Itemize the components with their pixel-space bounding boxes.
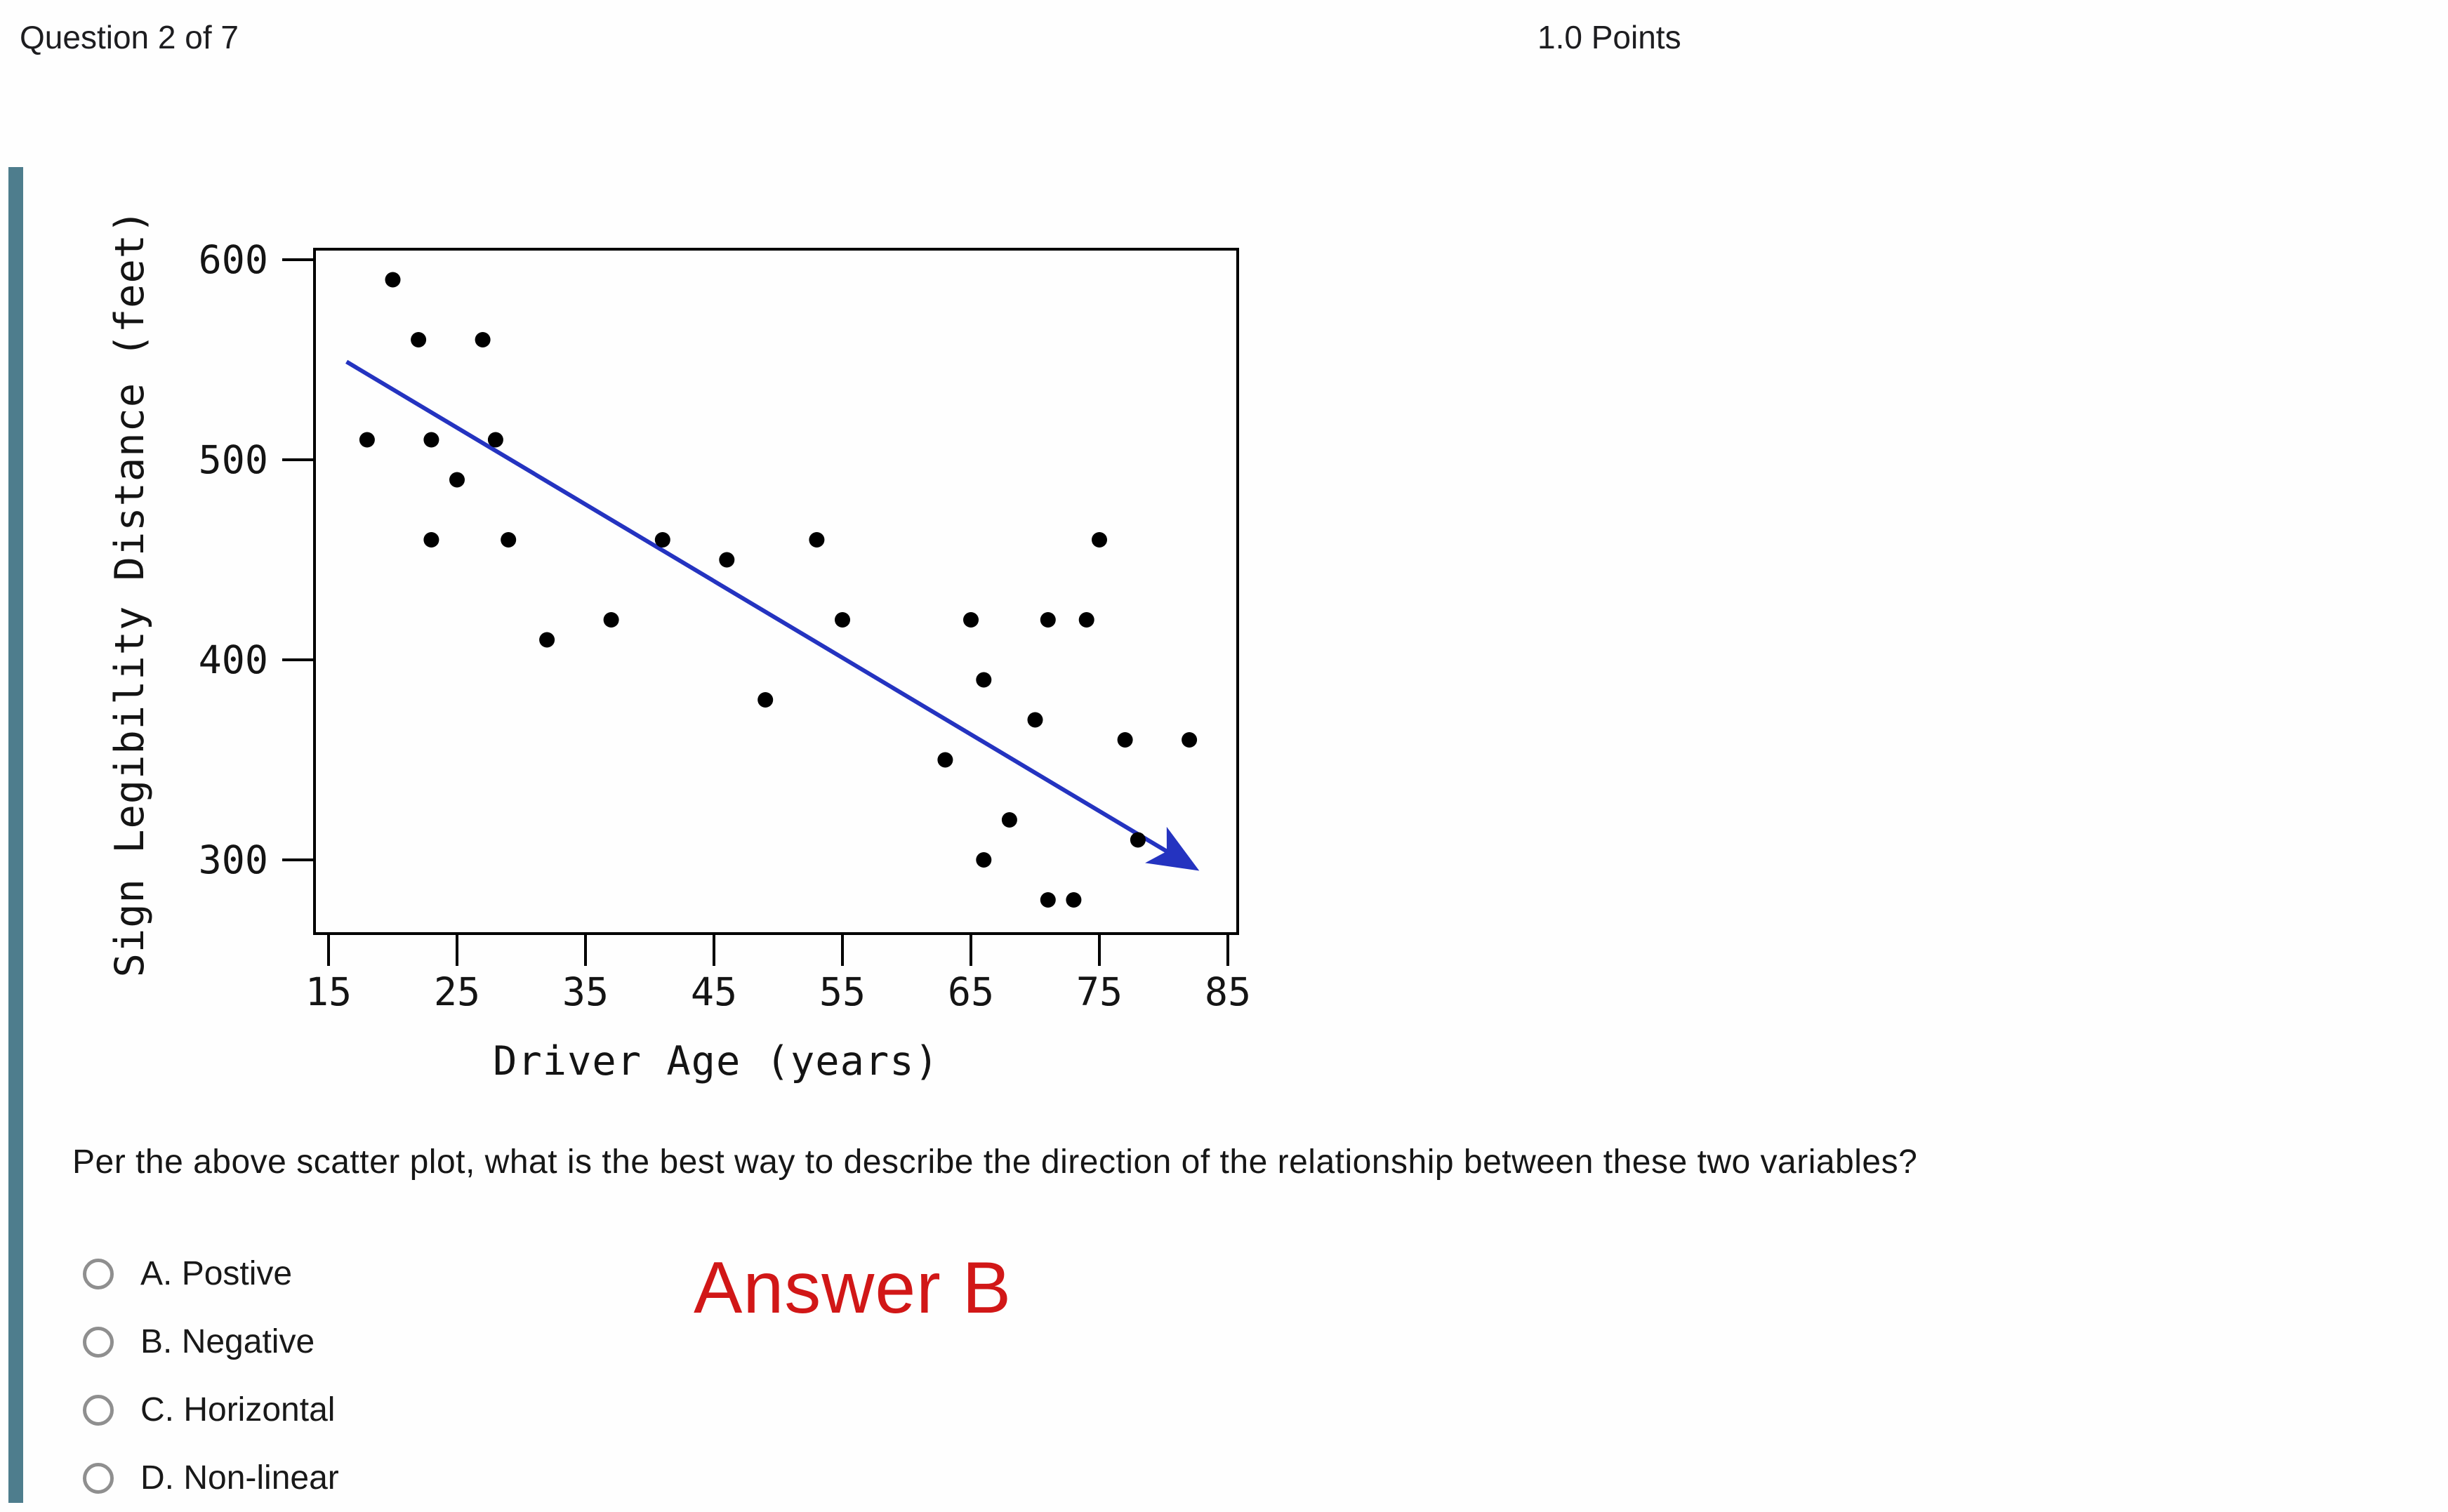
data-point (654, 532, 670, 548)
option-row-d[interactable]: D. Non-linear (83, 1444, 339, 1512)
x-tick-label: 75 (1076, 969, 1123, 1014)
data-point (1040, 612, 1056, 628)
left-accent-bar (8, 167, 23, 1503)
plot-frame (313, 248, 1239, 935)
option-c-radio-icon[interactable] (83, 1394, 114, 1426)
question-text: Per the above scatter plot, what is the … (72, 1143, 1918, 1181)
option-a-radio-icon[interactable] (83, 1258, 114, 1289)
x-tick-label: 35 (562, 969, 609, 1014)
data-point (757, 692, 774, 708)
data-point (423, 532, 439, 548)
data-point (487, 432, 503, 448)
points-label: 1.0 Points (1537, 19, 1681, 55)
data-point (835, 612, 850, 628)
trend-arrow-line (345, 359, 1200, 871)
x-tick-label: 65 (948, 969, 994, 1014)
data-point (1027, 712, 1043, 728)
data-point (976, 672, 992, 688)
data-point (719, 552, 735, 568)
y-tick-label: 400 (199, 637, 268, 682)
data-point (963, 612, 979, 628)
x-tick-label: 15 (305, 969, 352, 1014)
data-point (937, 752, 953, 768)
data-point (976, 852, 992, 868)
data-point (1130, 832, 1146, 848)
data-point (1066, 892, 1082, 908)
data-point (423, 432, 439, 448)
data-point (1040, 892, 1056, 908)
data-point (809, 532, 825, 548)
data-point (449, 472, 465, 488)
x-axis-title: Driver Age (years) (493, 1038, 939, 1085)
x-tick-label: 45 (691, 969, 737, 1014)
option-d-radio-icon[interactable] (83, 1462, 114, 1494)
data-point (1182, 732, 1198, 748)
data-point (359, 432, 375, 448)
data-point (603, 612, 619, 628)
option-row-c[interactable]: C. Horizontal (83, 1376, 339, 1444)
data-point (501, 532, 517, 548)
y-tick-label: 300 (199, 837, 268, 882)
x-tick-label: 55 (819, 969, 866, 1014)
data-point (385, 272, 401, 288)
option-b-radio-icon[interactable] (83, 1326, 114, 1358)
data-point (411, 332, 427, 347)
data-point (1078, 612, 1094, 628)
option-a-label: A. Postive (140, 1255, 293, 1292)
y-tick-label: 500 (199, 437, 268, 482)
option-row-b[interactable]: B. Negative (83, 1308, 339, 1376)
option-c-label: C. Horizontal (140, 1391, 336, 1428)
data-point (475, 332, 491, 347)
answer-annotation: Answer B (694, 1247, 1012, 1329)
x-tick-label: 25 (434, 969, 480, 1014)
options-list: A. Postive B. Negative C. Horizontal D. … (83, 1240, 339, 1512)
data-point (539, 632, 555, 648)
question-counter: Question 2 of 7 (20, 19, 239, 55)
data-point (1117, 732, 1133, 748)
option-row-a[interactable]: A. Postive (83, 1240, 339, 1308)
x-tick-label: 85 (1205, 969, 1251, 1014)
data-point (1092, 532, 1107, 548)
y-axis-title: Sign Legibility Distance (feet) (107, 208, 153, 978)
option-b-label: B. Negative (140, 1323, 315, 1360)
data-point (1001, 812, 1017, 828)
option-d-label: D. Non-linear (140, 1459, 339, 1497)
y-tick-label: 600 (199, 237, 268, 282)
